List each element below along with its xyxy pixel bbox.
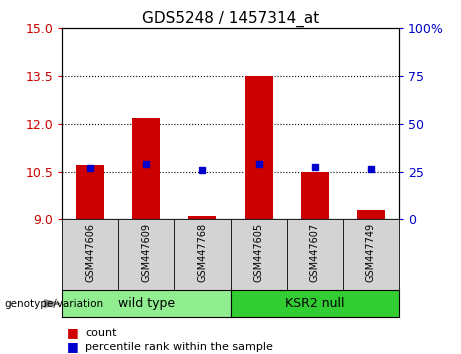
Bar [244, 76, 272, 219]
Text: percentile rank within the sample: percentile rank within the sample [85, 342, 273, 352]
Text: GSM447606: GSM447606 [85, 223, 95, 282]
Bar [76, 165, 104, 219]
Text: GSM447768: GSM447768 [197, 223, 207, 282]
Polygon shape [44, 300, 60, 307]
Bar [301, 172, 329, 219]
Text: GDS5248 / 1457314_at: GDS5248 / 1457314_at [142, 11, 319, 27]
Bar [189, 216, 217, 219]
Text: KSR2 null: KSR2 null [285, 297, 344, 310]
Text: ■: ■ [67, 341, 78, 353]
Bar [132, 118, 160, 219]
Text: GSM447605: GSM447605 [254, 223, 264, 282]
Text: ■: ■ [67, 326, 78, 339]
Text: genotype/variation: genotype/variation [5, 298, 104, 309]
Text: GSM447607: GSM447607 [310, 223, 319, 282]
Bar [357, 210, 385, 219]
Text: GSM447609: GSM447609 [142, 223, 151, 282]
Text: wild type: wild type [118, 297, 175, 310]
Text: count: count [85, 328, 117, 338]
Text: GSM447749: GSM447749 [366, 223, 376, 282]
